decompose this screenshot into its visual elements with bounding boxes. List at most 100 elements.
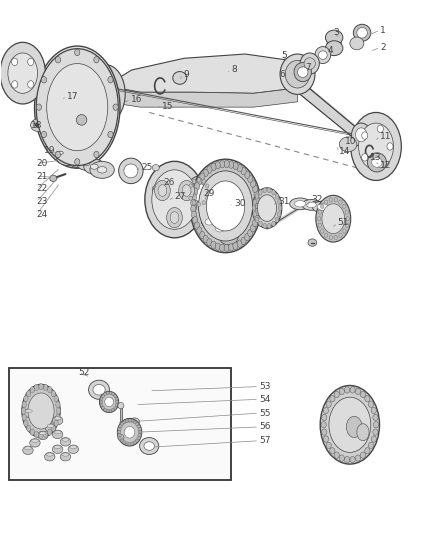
Ellipse shape: [39, 432, 46, 435]
Text: 10: 10: [345, 136, 356, 146]
Ellipse shape: [254, 191, 259, 198]
Ellipse shape: [244, 233, 250, 241]
Ellipse shape: [51, 391, 56, 397]
Ellipse shape: [152, 186, 159, 192]
Ellipse shape: [302, 199, 321, 210]
Ellipse shape: [189, 184, 192, 188]
Ellipse shape: [190, 159, 261, 253]
Polygon shape: [297, 78, 359, 142]
Ellipse shape: [124, 426, 135, 438]
Ellipse shape: [57, 408, 60, 414]
Ellipse shape: [312, 201, 333, 213]
Ellipse shape: [237, 240, 242, 247]
Ellipse shape: [46, 424, 56, 432]
Ellipse shape: [362, 132, 368, 139]
Ellipse shape: [166, 207, 182, 228]
Ellipse shape: [8, 53, 38, 93]
Ellipse shape: [325, 30, 343, 45]
Ellipse shape: [387, 143, 393, 150]
Ellipse shape: [30, 429, 35, 435]
Ellipse shape: [102, 406, 104, 409]
Ellipse shape: [68, 153, 89, 168]
Ellipse shape: [53, 416, 63, 425]
Text: 17: 17: [67, 92, 79, 101]
Text: 55: 55: [259, 409, 271, 418]
Ellipse shape: [56, 151, 60, 158]
Ellipse shape: [124, 164, 138, 178]
Ellipse shape: [207, 166, 212, 173]
Ellipse shape: [47, 63, 108, 151]
Ellipse shape: [109, 409, 112, 413]
Ellipse shape: [125, 419, 129, 423]
Ellipse shape: [152, 165, 159, 171]
Ellipse shape: [203, 235, 208, 243]
Ellipse shape: [100, 397, 103, 400]
Text: 32: 32: [311, 195, 323, 204]
Ellipse shape: [275, 217, 279, 222]
Text: 4: 4: [327, 46, 333, 55]
Ellipse shape: [321, 414, 327, 421]
Ellipse shape: [123, 421, 126, 424]
Ellipse shape: [48, 429, 52, 435]
Ellipse shape: [119, 437, 122, 440]
Ellipse shape: [119, 158, 143, 184]
Ellipse shape: [350, 37, 364, 50]
Ellipse shape: [318, 210, 321, 214]
Text: 11: 11: [380, 132, 392, 141]
Text: 20: 20: [37, 159, 48, 168]
Ellipse shape: [275, 194, 279, 199]
Ellipse shape: [97, 167, 107, 173]
Ellipse shape: [117, 431, 121, 434]
Ellipse shape: [360, 391, 366, 398]
Ellipse shape: [329, 198, 332, 202]
Ellipse shape: [99, 391, 119, 413]
Ellipse shape: [215, 161, 220, 169]
Ellipse shape: [54, 395, 58, 402]
Polygon shape: [155, 169, 157, 189]
Ellipse shape: [192, 180, 196, 184]
Ellipse shape: [254, 214, 259, 221]
Ellipse shape: [53, 150, 67, 156]
Ellipse shape: [247, 175, 253, 183]
Ellipse shape: [343, 229, 346, 233]
Ellipse shape: [24, 420, 28, 426]
Ellipse shape: [23, 446, 33, 455]
Ellipse shape: [12, 80, 18, 88]
Ellipse shape: [345, 456, 350, 463]
Ellipse shape: [77, 157, 96, 171]
Ellipse shape: [113, 104, 118, 110]
Ellipse shape: [131, 442, 134, 445]
Ellipse shape: [255, 202, 261, 209]
Ellipse shape: [116, 400, 118, 403]
Ellipse shape: [371, 407, 376, 414]
Ellipse shape: [317, 204, 328, 210]
Ellipse shape: [83, 161, 90, 166]
Ellipse shape: [56, 401, 60, 408]
Text: 3: 3: [333, 28, 339, 37]
Ellipse shape: [24, 395, 28, 402]
Ellipse shape: [187, 176, 211, 208]
Ellipse shape: [241, 237, 246, 245]
Ellipse shape: [138, 427, 141, 431]
Ellipse shape: [237, 165, 242, 172]
Ellipse shape: [128, 419, 131, 422]
Ellipse shape: [321, 422, 326, 428]
Text: 5: 5: [281, 51, 287, 60]
Ellipse shape: [300, 53, 319, 74]
Ellipse shape: [362, 154, 368, 161]
Ellipse shape: [350, 456, 355, 463]
Ellipse shape: [12, 58, 18, 66]
Ellipse shape: [32, 439, 39, 442]
Ellipse shape: [373, 429, 378, 435]
Ellipse shape: [202, 200, 205, 205]
Ellipse shape: [27, 425, 31, 431]
Ellipse shape: [334, 452, 339, 458]
Ellipse shape: [334, 198, 338, 202]
Ellipse shape: [22, 414, 26, 421]
Ellipse shape: [346, 216, 350, 221]
Ellipse shape: [339, 200, 342, 204]
Ellipse shape: [357, 424, 369, 441]
Ellipse shape: [318, 51, 327, 59]
Ellipse shape: [54, 446, 61, 449]
Ellipse shape: [202, 180, 205, 184]
